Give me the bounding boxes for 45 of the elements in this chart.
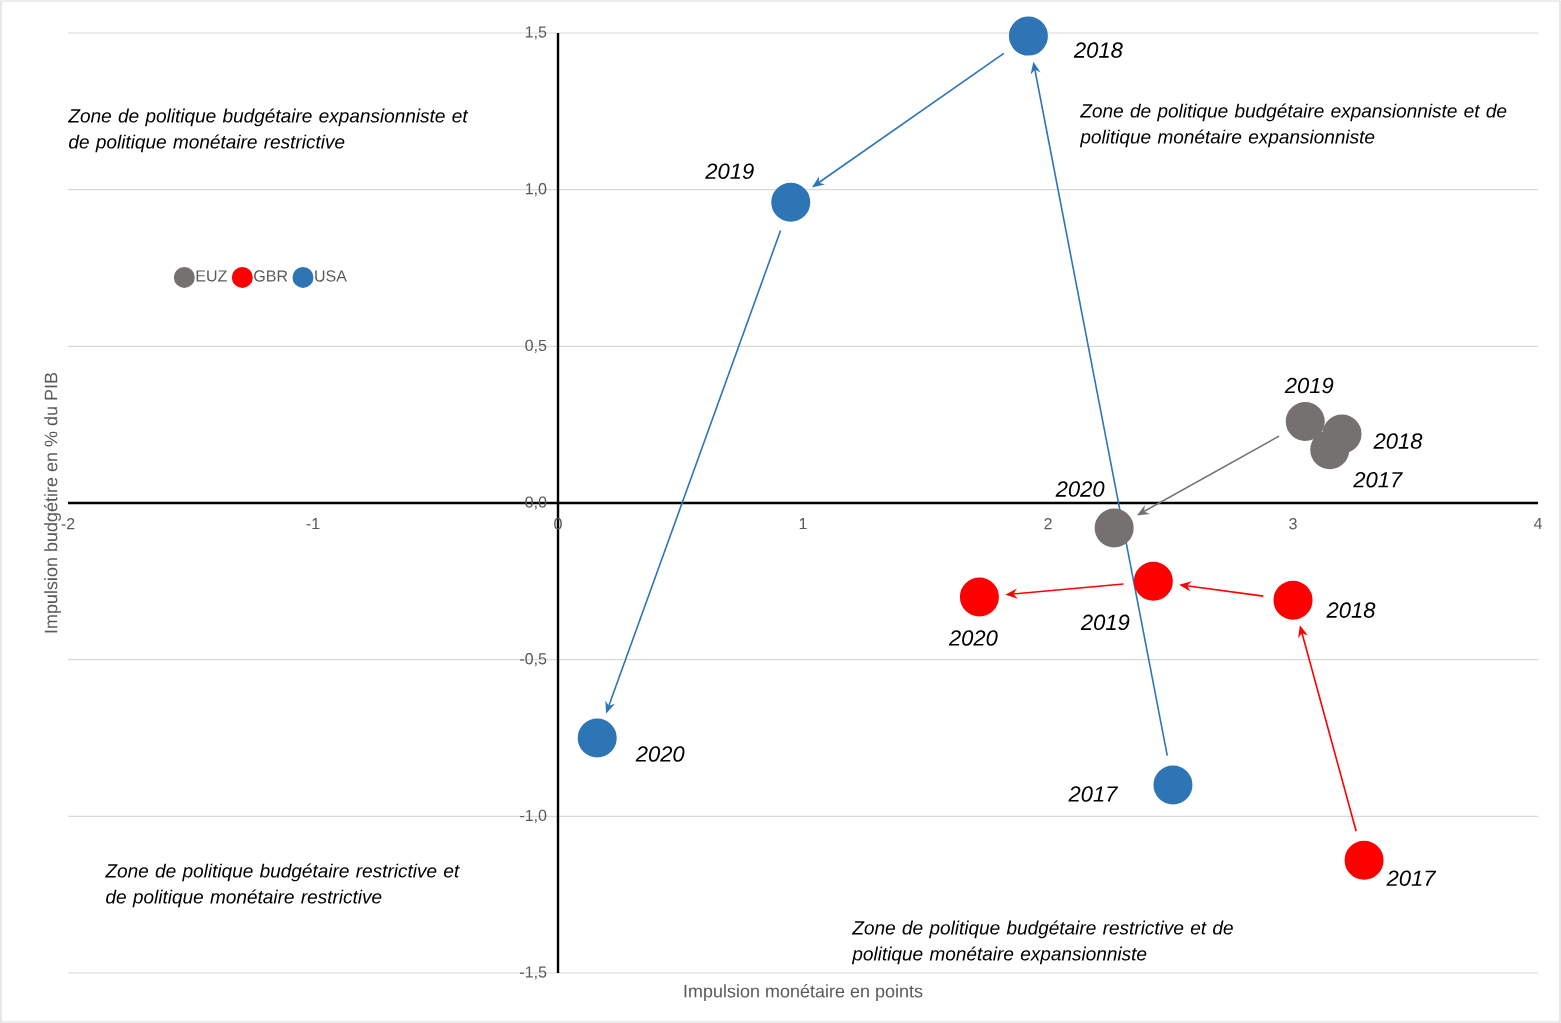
annotation: 2018 <box>1073 42 1123 58</box>
x-tick-label: 4 <box>1533 518 1542 530</box>
point <box>1322 414 1362 454</box>
x-tick-label: -2 <box>61 518 75 530</box>
point <box>1285 402 1325 442</box>
legend-label: USA <box>315 270 347 282</box>
y-tick-label: -1,0 <box>520 809 547 823</box>
annotation: 2019 <box>1080 614 1130 631</box>
y-tick-label: 1,0 <box>525 183 547 197</box>
annotation: Zone de politique budgétaire restrictive et de politique monétaire restrictive <box>105 863 460 908</box>
legend-label: GBR <box>254 270 288 282</box>
point <box>1153 765 1193 805</box>
annotation: Zone de politique budgétaire restrictive et de politique monétaire expansionniste <box>851 920 1233 965</box>
x-axis-title: Impulsion monétaire en points <box>684 984 923 1002</box>
x-tick-label: -1 <box>306 518 320 530</box>
annotation: 2019 <box>705 163 754 179</box>
annotation: 2018 <box>1326 602 1376 618</box>
annotation: 2019 <box>1284 377 1334 394</box>
y-axis-title: Impulsion budgétire en % du PIB <box>43 372 61 633</box>
annotation: Zone de politique budgétaire expansionniste et de politique monétaire restrictive <box>68 108 469 153</box>
annotation: 2020 <box>1055 481 1105 497</box>
annotation: 2017 <box>1386 870 1437 886</box>
point <box>1344 840 1384 880</box>
point <box>771 182 811 222</box>
annotation: 2018 <box>1373 433 1423 449</box>
annotation: 2017 <box>1068 786 1119 802</box>
annotation: 2017 <box>1353 471 1403 488</box>
point <box>1273 580 1313 620</box>
point <box>1133 561 1173 601</box>
point <box>1094 508 1134 548</box>
point <box>577 718 617 758</box>
point <box>959 577 999 617</box>
y-tick-label: 0,0 <box>525 496 547 510</box>
y-tick-label: 0,5 <box>525 339 547 353</box>
point <box>1008 16 1048 56</box>
y-tick-label: -1,5 <box>520 966 547 980</box>
x-tick-label: 3 <box>1289 518 1297 530</box>
x-tick-label: 1 <box>799 518 807 530</box>
y-tick-label: -0,5 <box>520 653 547 667</box>
y-tick-label: 1,5 <box>525 26 547 40</box>
legend-label: EUZ <box>196 270 227 282</box>
annotation: 2020 <box>635 746 685 762</box>
x-tick-label: 2 <box>1044 518 1052 530</box>
annotation: Zone de politique budgétaire expansionniste et de politique monétaire expansionniste <box>1079 103 1507 148</box>
annotation: 2020 <box>948 630 998 646</box>
